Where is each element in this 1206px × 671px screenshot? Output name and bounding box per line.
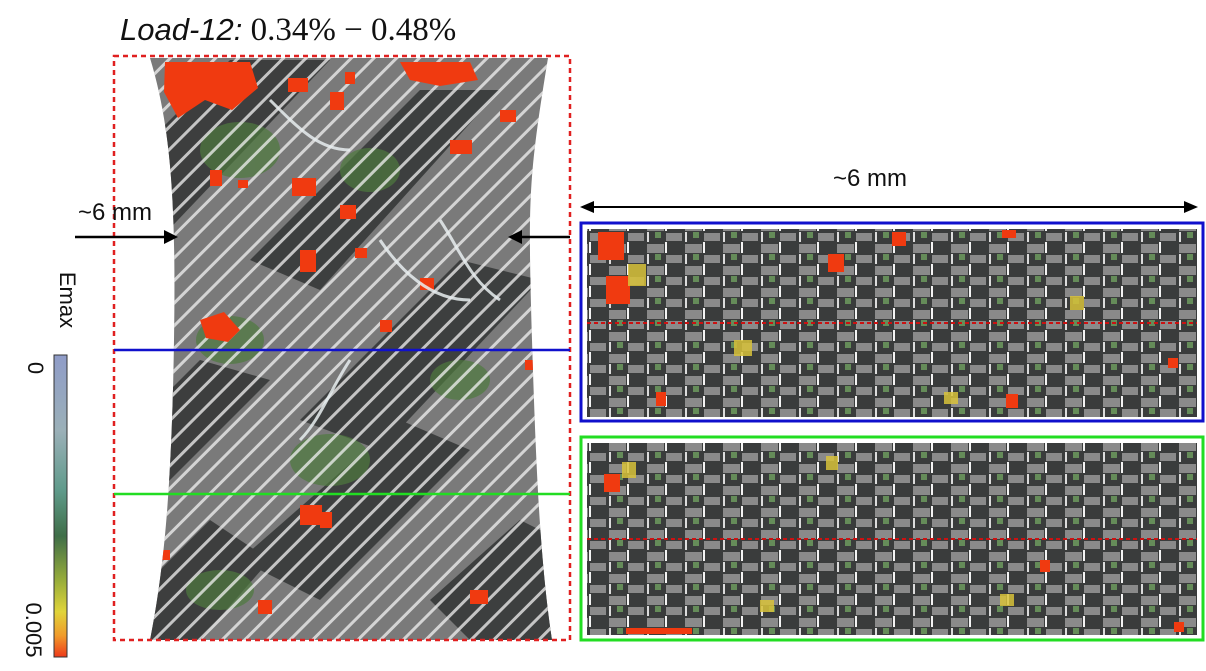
colorbar-scale (53, 354, 68, 658)
blue-slice-frame (579, 221, 1205, 423)
title-strain-range: 0.34% − 0.48% (250, 12, 457, 48)
blue-slice-panel (579, 221, 1205, 423)
green-slice-image (587, 443, 1197, 635)
specimen-hot-spots (160, 62, 535, 614)
specimen-width-indicator: ~6 mm (75, 199, 570, 244)
green-slice-frame (579, 435, 1205, 642)
slice-dimension-left-head (580, 201, 594, 213)
figure-title: Load-12: 0.34% − 0.48% (120, 10, 456, 50)
specimen-width-label: ~6 mm (78, 199, 152, 226)
blue-slice-yellow-spots (628, 264, 1084, 404)
right-arrow-head (508, 230, 522, 244)
colorbar-min-label: 0 (23, 362, 48, 374)
specimen-outline-box (112, 54, 572, 642)
left-arrow-head (164, 230, 178, 244)
specimen-strain-map (112, 54, 572, 642)
green-slice-panel (579, 435, 1205, 642)
green-slice-yellow-spots (622, 456, 1014, 612)
green-slice-hot-spots (604, 474, 1184, 634)
slice-width-indicator: ~6 mm (580, 165, 1198, 213)
slice-width-label: ~6 mm (833, 165, 907, 192)
colorbar-label: Emax (55, 272, 80, 328)
colorbar-max-label: 0.005 (21, 602, 46, 657)
specimen-crack-traces (268, 98, 501, 442)
slice-dimension-right-head (1184, 201, 1198, 213)
blue-slice-hot-spots (598, 230, 1178, 408)
blue-slice-image (587, 229, 1197, 417)
colorbar: Emax 0 0.005 (21, 272, 80, 658)
title-load-label: Load-12: (120, 12, 243, 47)
